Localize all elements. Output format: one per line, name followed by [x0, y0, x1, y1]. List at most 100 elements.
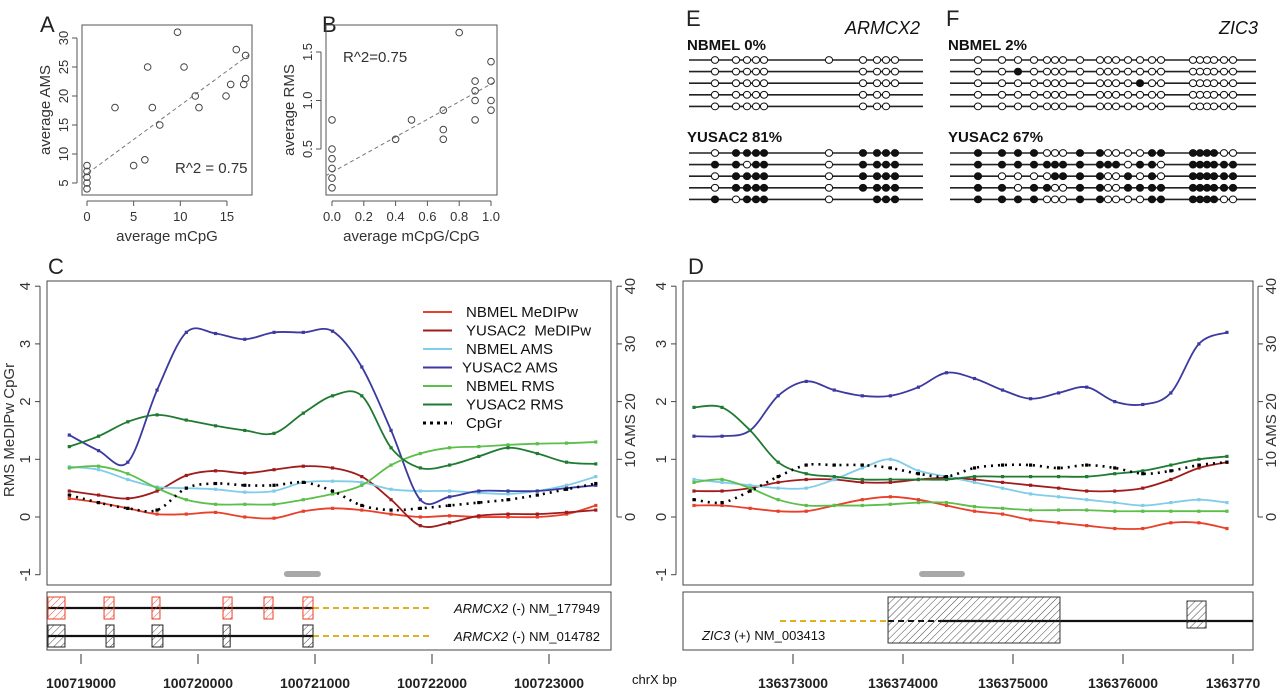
- gene-model-nm_003413: ZIC3 (+) NM_003413: [701, 596, 1253, 644]
- scatter-panel-b: [316, 24, 498, 206]
- unmethylated-cpg: [973, 56, 983, 64]
- series-marker: [1029, 463, 1033, 467]
- series-marker: [972, 466, 977, 470]
- methylated-cpg: [1095, 195, 1105, 204]
- series-marker: [360, 365, 364, 369]
- unmethylated-cpg: [731, 195, 741, 204]
- series-marker: [506, 515, 510, 519]
- series-marker: [1169, 391, 1173, 395]
- methylated-cpg: [1219, 183, 1229, 192]
- series-marker: [564, 487, 569, 491]
- exon-box: [1186, 600, 1207, 629]
- series-marker: [1057, 495, 1061, 499]
- series-marker: [96, 468, 101, 472]
- series-marker: [301, 480, 305, 484]
- series-marker: [1197, 521, 1201, 525]
- methylated-cpg: [1013, 195, 1023, 204]
- series-marker: [213, 481, 218, 486]
- x-axis-title: average mCpG: [116, 228, 218, 245]
- series-marker: [477, 445, 481, 449]
- x-tick-label: 0: [83, 209, 90, 224]
- series-marker: [213, 502, 218, 506]
- clone-row: [689, 149, 923, 157]
- methylated-cpg: [1188, 160, 1198, 169]
- series-line: [693, 478, 1227, 513]
- series-marker: [692, 405, 696, 409]
- series-marker: [692, 498, 696, 502]
- methylated-cpg: [1135, 160, 1145, 169]
- series-marker: [720, 480, 724, 484]
- unmethylated-cpg: [1228, 90, 1238, 99]
- unmethylated-cpg: [973, 67, 983, 76]
- x-tick-label: 100719000: [46, 675, 116, 691]
- methylated-cpg: [1147, 183, 1157, 192]
- series-marker: [1113, 489, 1117, 493]
- gene-symbol: ARMCX2: [453, 629, 509, 644]
- series-marker: [804, 477, 808, 482]
- methylated-cpg: [759, 183, 769, 192]
- series-marker: [67, 496, 71, 501]
- data-point: [391, 135, 400, 144]
- series-marker: [184, 498, 188, 502]
- series-marker: [1000, 512, 1005, 516]
- series-marker: [720, 500, 724, 505]
- data-point: [148, 103, 157, 112]
- series-marker: [748, 506, 752, 510]
- series-marker: [67, 433, 71, 437]
- series-marker: [96, 449, 101, 453]
- series-marker: [1113, 466, 1117, 470]
- unmethylated-cpg: [710, 172, 720, 181]
- unmethylated-cpg: [710, 183, 720, 192]
- series-marker: [272, 502, 276, 506]
- series-marker: [972, 376, 977, 381]
- unmethylated-cpg: [1103, 67, 1113, 76]
- y-axis-title: average RMS: [281, 64, 298, 156]
- unmethylated-cpg: [1029, 79, 1039, 88]
- series-line: [693, 460, 1228, 505]
- series-marker: [184, 418, 188, 422]
- unmethylated-cpg: [1202, 102, 1212, 111]
- series-marker: [360, 508, 364, 512]
- y-tick-label: 1.5: [300, 43, 315, 61]
- methylated-cpg: [1095, 160, 1105, 169]
- left-axis-title: RMS MeDIPw CpGr: [1, 363, 18, 497]
- series-marker: [860, 394, 864, 398]
- data-point: [439, 125, 448, 134]
- series-marker: [330, 506, 335, 510]
- unmethylated-cpg: [1050, 56, 1060, 64]
- panel-label-d: D: [688, 254, 704, 279]
- series-marker: [776, 498, 780, 502]
- methylated-cpg: [1209, 172, 1219, 181]
- series-marker: [155, 413, 159, 417]
- unmethylated-cpg: [997, 56, 1007, 64]
- data-point: [232, 45, 241, 54]
- unmethylated-cpg: [1135, 102, 1145, 111]
- unmethylated-cpg: [1103, 149, 1113, 157]
- gene-label: ARMCX2 (-) NM_177949: [453, 601, 600, 616]
- gene-strand: (+): [734, 628, 750, 643]
- left-y-tick-label: 0: [653, 513, 670, 521]
- series-marker: [535, 512, 539, 516]
- unmethylated-cpg: [1095, 102, 1105, 111]
- series-marker: [1169, 521, 1173, 525]
- series-marker: [1057, 508, 1061, 512]
- plot-frame: [81, 24, 253, 196]
- series-marker: [1225, 454, 1229, 459]
- exon-box: [151, 624, 164, 648]
- series-marker: [720, 434, 724, 438]
- unmethylated-cpg: [973, 90, 983, 99]
- series-marker: [535, 493, 539, 497]
- data-point: [191, 92, 200, 100]
- unmethylated-cpg: [1058, 79, 1068, 88]
- data-point: [241, 51, 250, 60]
- unmethylated-cpg: [742, 56, 752, 64]
- unmethylated-cpg: [1058, 149, 1068, 157]
- unmethylated-cpg: [1123, 149, 1133, 157]
- series-marker: [1113, 400, 1117, 404]
- series-marker: [1225, 500, 1229, 505]
- left-y-tick-label: 2: [17, 397, 34, 405]
- unmethylated-cpg: [997, 172, 1007, 181]
- series-marker: [804, 509, 808, 513]
- unmethylated-cpg: [824, 183, 834, 192]
- x-tick-label: 136374000: [868, 675, 938, 691]
